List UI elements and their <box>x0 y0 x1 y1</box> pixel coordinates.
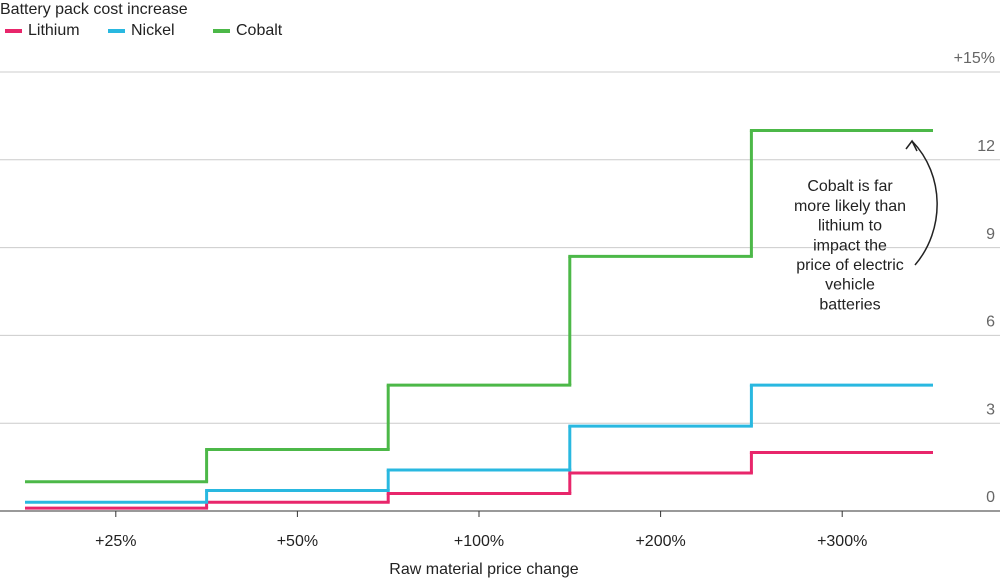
annotation-line: Cobalt is far <box>807 178 893 195</box>
y-tick-label: 0 <box>986 489 995 506</box>
y-tick-label: 9 <box>986 226 995 243</box>
legend-label: Lithium <box>28 22 80 39</box>
annotation-line: more likely than <box>794 198 906 215</box>
annotation: Cobalt is far more likely than lithium to i… <box>794 178 906 313</box>
chart-title: Battery pack cost increase <box>0 1 188 18</box>
y-tick-label: 6 <box>986 314 995 331</box>
y-tick-label: 12 <box>977 138 995 155</box>
annotation-line: vehicle <box>825 277 875 294</box>
annotation-line: lithium to <box>818 218 882 235</box>
annotation-line: impact the <box>813 237 887 254</box>
annotation-line: batteries <box>819 296 880 313</box>
y-tick-label: +15% <box>954 50 995 67</box>
legend-label: Cobalt <box>236 22 283 39</box>
x-tick-label: +50% <box>277 533 318 550</box>
x-tick-label: +100% <box>454 533 504 550</box>
annotation-line: price of electric <box>796 257 904 274</box>
y-tick-label: 3 <box>986 401 995 418</box>
x-tick-label: +200% <box>635 533 685 550</box>
x-tick-label: +300% <box>817 533 867 550</box>
x-tick-label: +25% <box>95 533 136 550</box>
legend-label: Nickel <box>131 22 175 39</box>
x-axis-title: Raw material price change <box>389 561 579 578</box>
annotation-arrow <box>911 140 938 266</box>
annotation-arrowhead <box>905 139 918 152</box>
